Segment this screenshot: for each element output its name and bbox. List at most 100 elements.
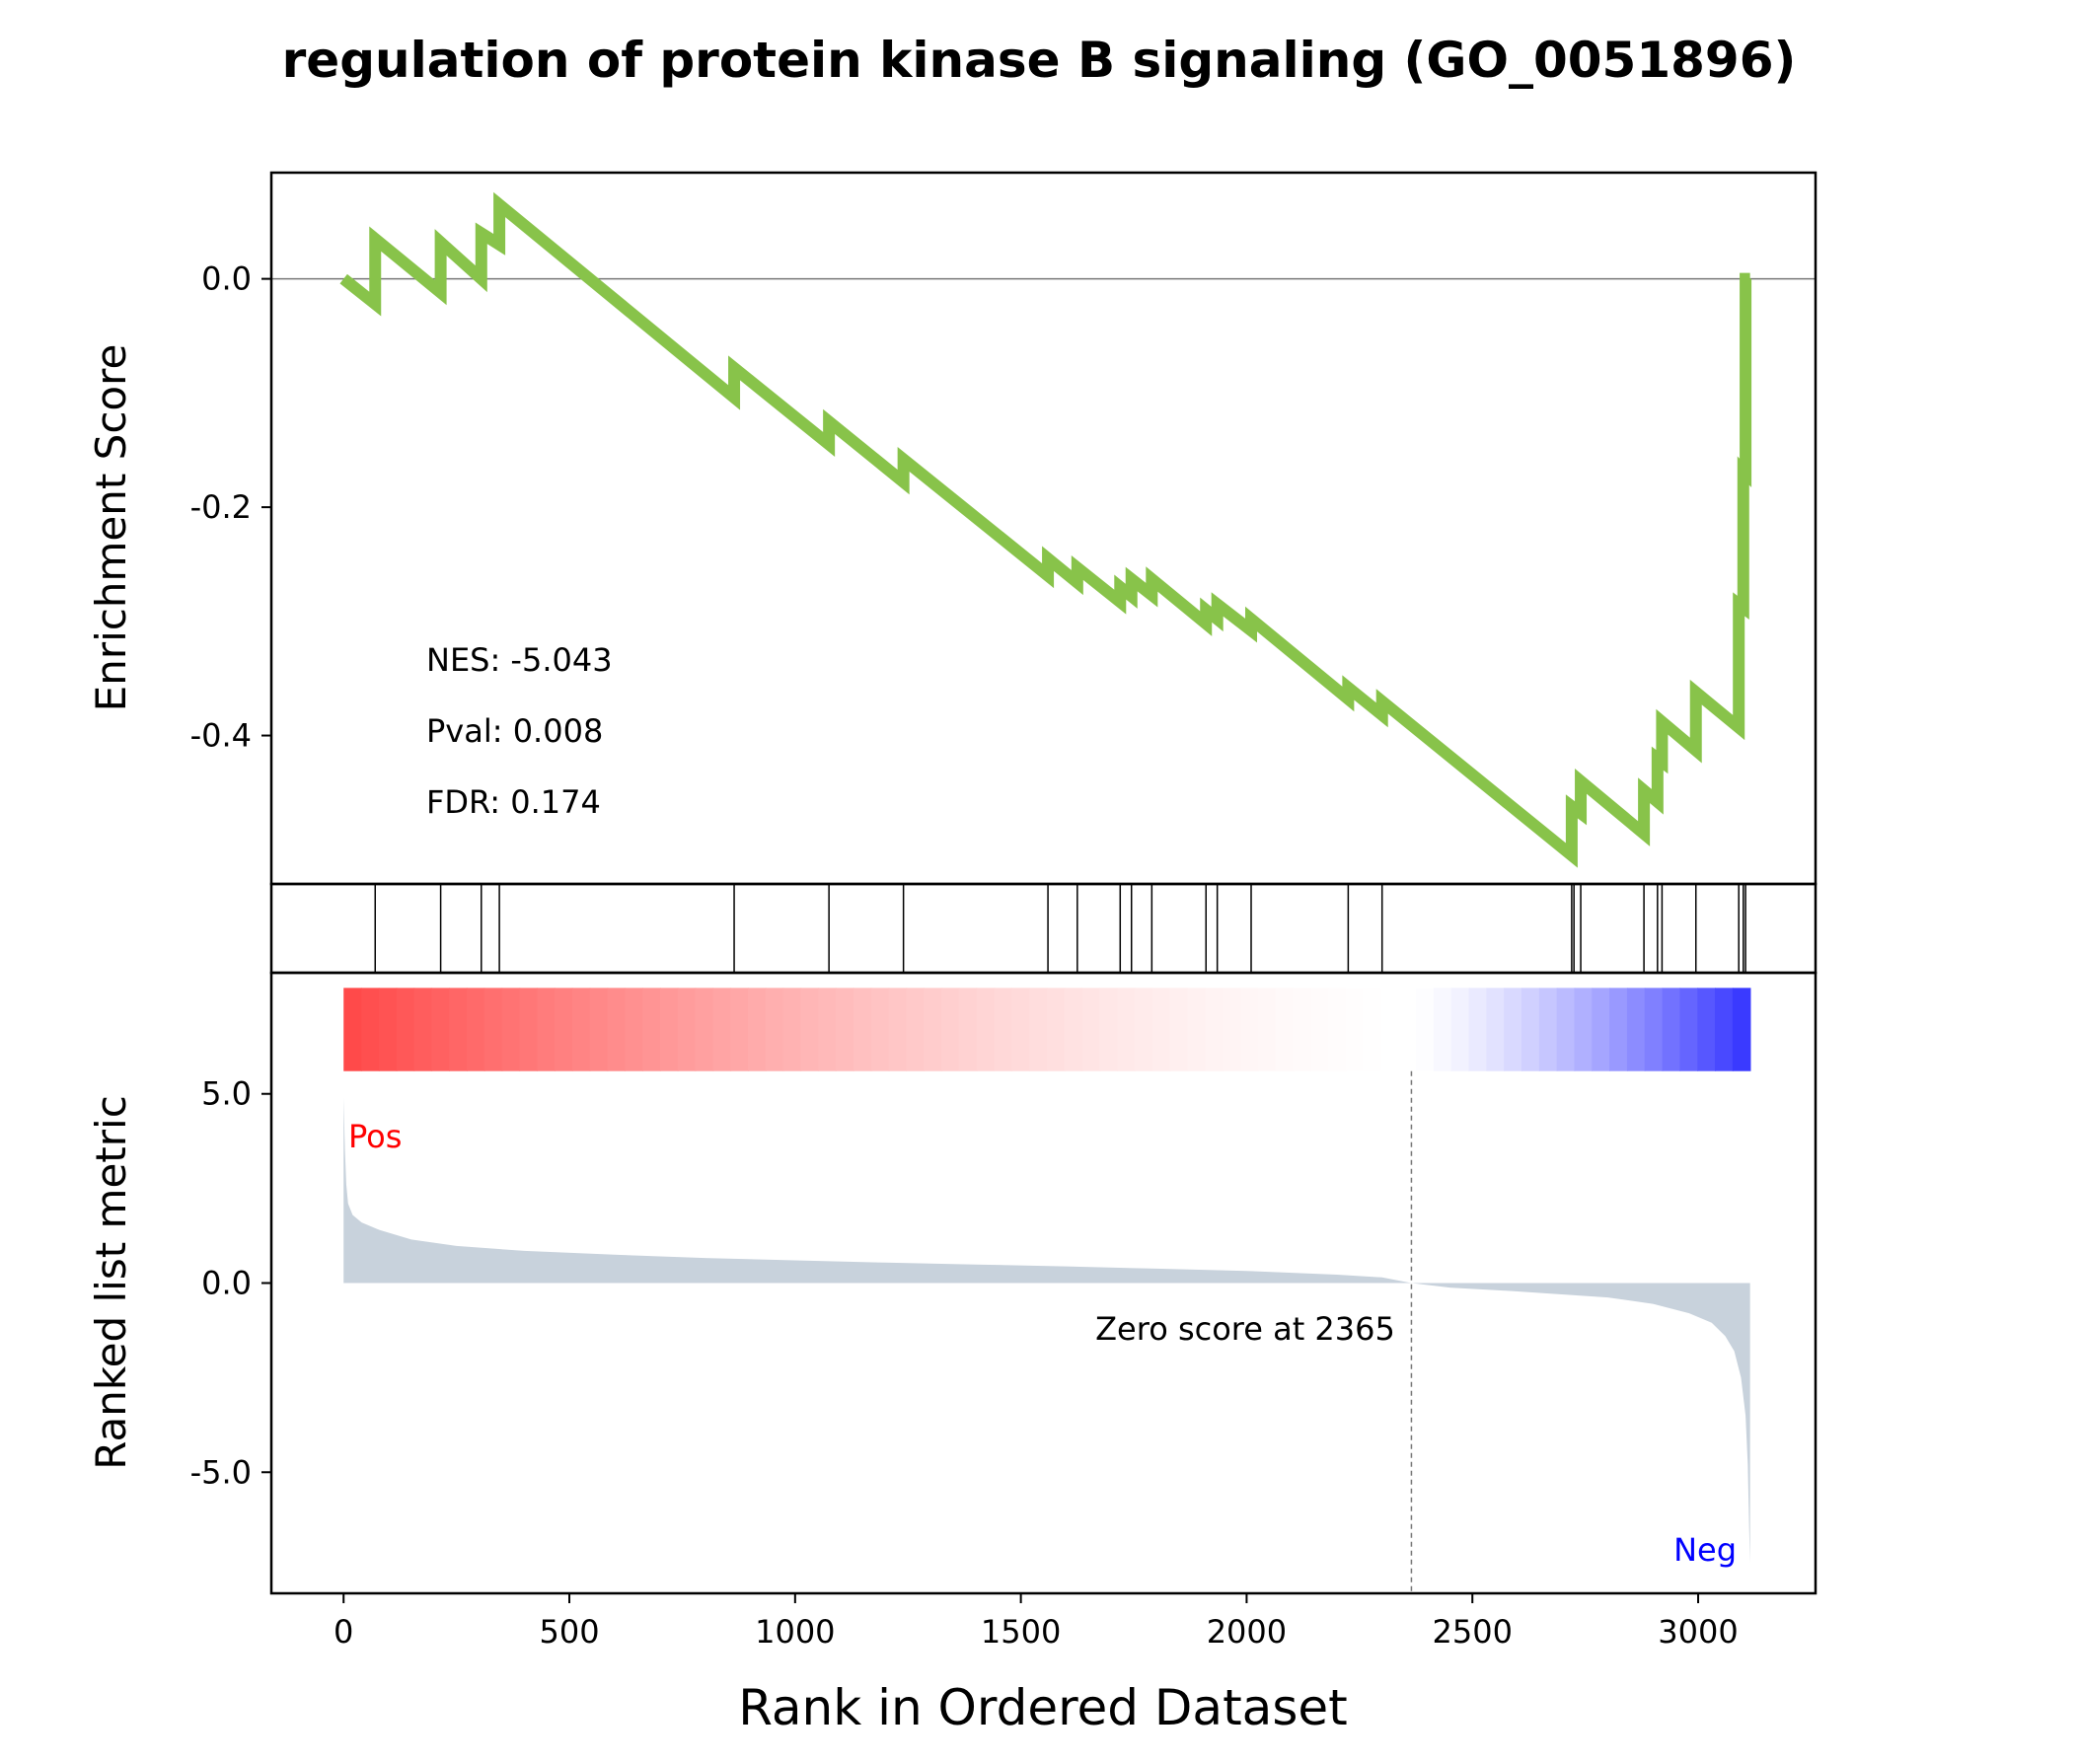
heat-bar-band [396, 988, 415, 1071]
fdr-annotation: FDR: 0.174 [426, 783, 601, 821]
x-tick-label: 0 [334, 1613, 353, 1651]
metric-y-tick-label: -5.0 [190, 1453, 252, 1491]
heat-bar-band [1679, 988, 1698, 1071]
es-y-tick-label: -0.4 [190, 717, 252, 755]
heat-bar-band [695, 988, 714, 1071]
x-axis-label: Rank in Ordered Dataset [738, 1679, 1347, 1736]
nes-annotation: NES: -5.043 [426, 641, 613, 679]
x-tick-label: 1500 [981, 1613, 1061, 1651]
heat-bar-band [1257, 988, 1277, 1071]
neg-label: Neg [1673, 1531, 1737, 1569]
heat-bar-band [748, 988, 767, 1071]
heat-bar-band [1046, 988, 1066, 1071]
heat-bar-band [712, 988, 732, 1071]
heat-bar-band [378, 988, 398, 1071]
es-y-axis-label: Enrichment Score [87, 344, 135, 712]
heat-bar-band [1011, 988, 1030, 1071]
heat-bar-band [1662, 988, 1681, 1071]
rank-heat-bar [343, 988, 1751, 1071]
heat-bar-band [1486, 988, 1505, 1071]
heat-bar-band [782, 988, 802, 1071]
x-tick-label: 2000 [1207, 1613, 1287, 1651]
ranked-metric-panel: Zero score at 2365 Pos Neg 5.0 0.0 -5.0 Ra… [87, 971, 1818, 1595]
metric-y-tick-label: 0.0 [201, 1265, 252, 1302]
heat-bar-band [730, 988, 749, 1071]
x-tick-label: 500 [539, 1613, 599, 1651]
heat-bar-band [449, 988, 468, 1071]
es-y-tick-label: 0.0 [201, 260, 252, 298]
heat-bar-band [483, 988, 503, 1071]
heat-bar-band [361, 988, 380, 1071]
heat-bar-band [571, 988, 591, 1071]
heat-bar-band [1099, 988, 1119, 1071]
zero-cross-label: Zero score at 2365 [1095, 1310, 1395, 1348]
heat-bar-band [413, 988, 433, 1071]
heat-bar-band [994, 988, 1013, 1071]
heat-bar-band [1644, 988, 1664, 1071]
heat-bar-band [888, 988, 908, 1071]
heat-bar-band [1275, 988, 1295, 1071]
heat-bar-band [431, 988, 450, 1071]
heat-bar-band [1117, 988, 1136, 1071]
heat-bar-band [1521, 988, 1540, 1071]
heat-bar-band [1468, 988, 1488, 1071]
heat-bar-band [1345, 988, 1365, 1071]
heat-bar-band [1416, 988, 1435, 1071]
heat-bar-band [343, 988, 362, 1071]
heat-bar-band [1239, 988, 1259, 1071]
heat-bar-band [1363, 988, 1382, 1071]
heat-bar-band [466, 988, 485, 1071]
x-tick-label: 2500 [1433, 1613, 1513, 1651]
heat-bar-band [1592, 988, 1610, 1071]
heat-bar-band [501, 988, 521, 1071]
metric-y-axis-ticks: 5.0 0.0 -5.0 [190, 1075, 271, 1491]
heat-bar-band [870, 988, 890, 1071]
heat-bar-band [1310, 988, 1329, 1071]
heat-bar-band [625, 988, 643, 1071]
heat-bar-band [1187, 988, 1207, 1071]
heat-bar-band [1135, 988, 1153, 1071]
hits-panel-frame [269, 882, 1818, 975]
heat-bar-band [1223, 988, 1241, 1071]
heat-bar-band [800, 988, 820, 1071]
pos-label: Pos [348, 1118, 402, 1155]
heat-bar-band [1064, 988, 1083, 1071]
chart-title: regulation of protein kinase B signaling… [282, 32, 1797, 89]
heat-bar-band [677, 988, 697, 1071]
heat-bar-band [1574, 988, 1594, 1071]
heat-bar-band [589, 988, 609, 1071]
heat-bar-band [1626, 988, 1646, 1071]
heat-bar-band [1504, 988, 1522, 1071]
heat-bar-band [537, 988, 556, 1071]
heat-bar-band [1715, 988, 1734, 1071]
heat-bar-band [941, 988, 960, 1071]
heat-bar-band [519, 988, 539, 1071]
heat-bar-band [1556, 988, 1576, 1071]
heat-bar-band [1293, 988, 1312, 1071]
heat-bar-band [1697, 988, 1716, 1071]
heat-bar-band [642, 988, 661, 1071]
enrichment-panel: 0.0 -0.2 -0.4 Enrichment Score NES: -5.043… [87, 171, 1818, 886]
heat-bar-band [1732, 988, 1751, 1071]
es-y-axis-ticks: 0.0 -0.2 -0.4 [190, 260, 271, 755]
metric-panel-frame [269, 971, 1818, 1595]
es-running-line [339, 191, 1752, 868]
pval-annotation: Pval: 0.008 [426, 712, 603, 750]
metric-y-axis-label: Ranked list metric [87, 1095, 135, 1470]
heat-bar-band [765, 988, 784, 1071]
heat-bar-band [906, 988, 926, 1071]
heat-bar-band [1205, 988, 1224, 1071]
hit-markers [374, 884, 1746, 973]
heat-bar-band [853, 988, 872, 1071]
heat-bar-band [1609, 988, 1628, 1071]
x-tick-label: 1000 [755, 1613, 835, 1651]
ranked-metric-area [343, 1097, 1750, 1564]
heat-bar-band [1398, 988, 1417, 1071]
heat-bar-band [1328, 988, 1347, 1071]
heat-bar-band [607, 988, 627, 1071]
es-y-tick-label: -0.2 [190, 488, 252, 526]
x-axis-ticks: 0 500 1000 1500 2000 2500 3000 [334, 1593, 1739, 1651]
heat-bar-band [1380, 988, 1400, 1071]
heat-bar-band [924, 988, 942, 1071]
